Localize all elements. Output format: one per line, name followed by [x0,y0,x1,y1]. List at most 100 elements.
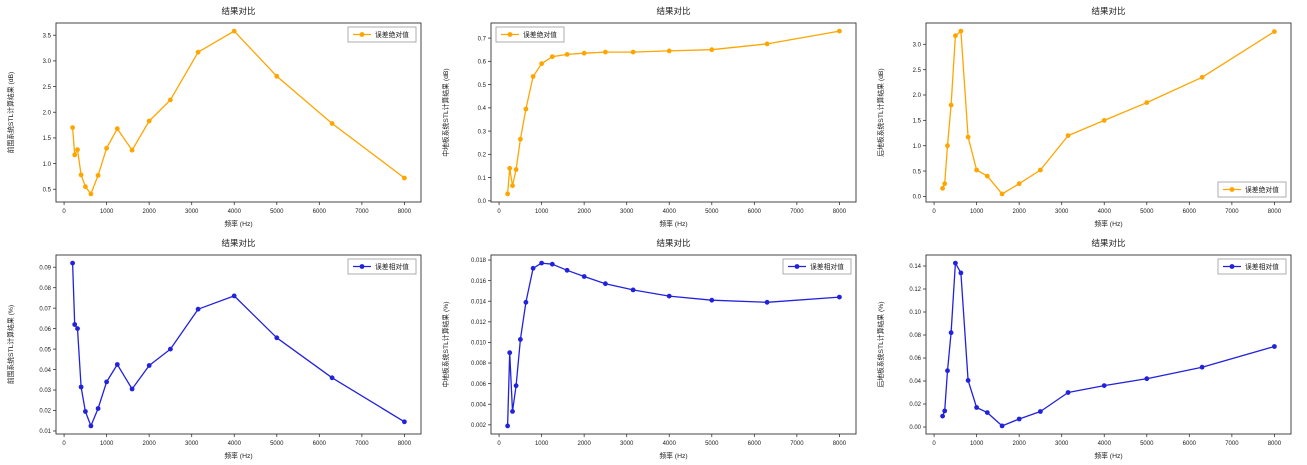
y-tick-label: 0.010 [471,341,487,347]
x-tick-label: 7000 [1225,209,1239,215]
legend: 误差绝对值 [347,26,417,43]
series-line [941,262,1275,427]
data-point [510,183,515,189]
y-tick-label: 0.7 [478,36,487,42]
y-axis-label: 前围系统STL计算结果 (%) [6,305,15,384]
data-point [945,143,950,149]
y-tick-label: 1.5 [913,119,922,125]
data-point [1065,133,1071,139]
data-point [549,54,555,60]
y-tick-label: 0.012 [471,320,487,326]
x-tick-label: 4000 [663,209,677,215]
series-line [506,30,840,194]
x-tick-label: 4000 [663,441,677,447]
data-point [274,335,280,341]
plot-area [925,22,1292,203]
x-tick-label: 6000 [748,441,762,447]
y-tick-label: 0.09 [39,265,51,271]
x-tick-label: 2000 [1012,209,1026,215]
data-point [88,423,94,429]
x-tick-label: 2000 [1012,441,1026,447]
series-line [71,30,405,195]
y-axis-label: 后地板系统STL计算结果 (%) [876,301,885,387]
legend-box [782,258,852,275]
chart-title: 结果对比 [1091,238,1125,248]
data-point [1199,364,1205,370]
chart-rear-floor-rel-error: 结果对比 0 1000 2000 3000 4000 5000 6000 7000 8000 0.0… [870,232,1305,464]
legend: 误差相对值 [782,258,852,275]
chart-svg: 结果对比 0 1000 2000 3000 4000 5000 6000 7000 8000 0.0… [876,238,1292,460]
y-tick-label: 0.002 [471,423,487,429]
data-point [940,413,945,419]
data-point [1016,181,1022,187]
data-point [666,293,672,299]
y-tick-label: 0.10 [909,310,921,316]
y-tick-label: 3.0 [913,43,922,49]
data-point [1199,74,1205,80]
data-point [513,167,519,172]
data-point [581,274,587,279]
x-tick-label: 8000 [1268,441,1282,447]
y-tick-label: 0.0 [478,199,487,205]
y-tick-label: 0.03 [39,388,51,394]
x-tick-label: 4000 [1098,441,1112,447]
data-point [539,61,544,67]
data-point [329,121,335,126]
data-point [764,41,770,47]
x-tick-label: 4000 [1098,209,1112,215]
legend-label: 误差绝对值 [523,30,557,39]
y-tick-label: 0.006 [471,382,487,388]
y-axis-label: 中地板系统STL计算结果 (dB) [441,68,450,156]
x-tick-label: 0 [62,209,66,215]
x-tick-label: 0 [497,441,501,447]
x-tick-label: 7000 [790,441,804,447]
data-point [958,28,964,34]
data-point [83,184,88,190]
data-point [70,260,75,266]
x-tick-label: 8000 [398,441,412,447]
data-point [709,47,715,53]
legend-label: 误差绝对值 [375,30,409,39]
chart-mid-floor-rel-error: 结果对比 0 1000 2000 3000 4000 5000 6000 7000 8000 0.0… [435,232,870,464]
y-tick-label: 0.06 [39,327,51,333]
data-point [104,145,109,151]
x-tick-label: 0 [932,441,936,447]
data-point [942,181,948,187]
data-point [1065,390,1071,395]
legend: 误差相对值 [347,258,417,275]
data-point [539,260,544,266]
data-point [1144,376,1150,382]
data-point [507,350,513,356]
data-point [984,173,990,179]
legend-box [1217,181,1287,198]
y-tick-label: 0.5 [43,187,52,193]
data-point [129,386,135,392]
y-tick-label: 0.08 [39,286,51,292]
x-axis-label: 频率 (Hz) [224,219,252,228]
x-tick-label: 7000 [355,209,369,215]
data-point [402,419,407,425]
x-tick-label: 7000 [355,441,369,447]
x-tick-label: 0 [932,209,936,215]
data-point [507,165,513,171]
data-point [95,173,101,178]
data-point [837,294,842,300]
data-point [75,147,80,153]
data-point [564,52,570,57]
data-point [518,337,523,342]
x-axis-label: 频率 (Hz) [1094,451,1122,460]
data-point [72,322,78,327]
legend-marker [794,264,800,269]
x-tick-label: 5000 [705,209,719,215]
legend-box [347,26,417,43]
data-point [168,346,173,352]
series-line [71,263,405,427]
chart-title: 结果对比 [656,6,690,16]
data-point [837,28,842,34]
data-point [104,379,109,385]
data-point [999,191,1005,197]
x-tick-label: 5000 [705,441,719,447]
y-tick-label: 0.06 [909,356,921,362]
chart-mid-floor-abs-error: 结果对比 0 1000 2000 3000 4000 5000 6000 7000 8000 0.0… [435,0,870,232]
y-tick-label: 0.02 [39,409,51,415]
